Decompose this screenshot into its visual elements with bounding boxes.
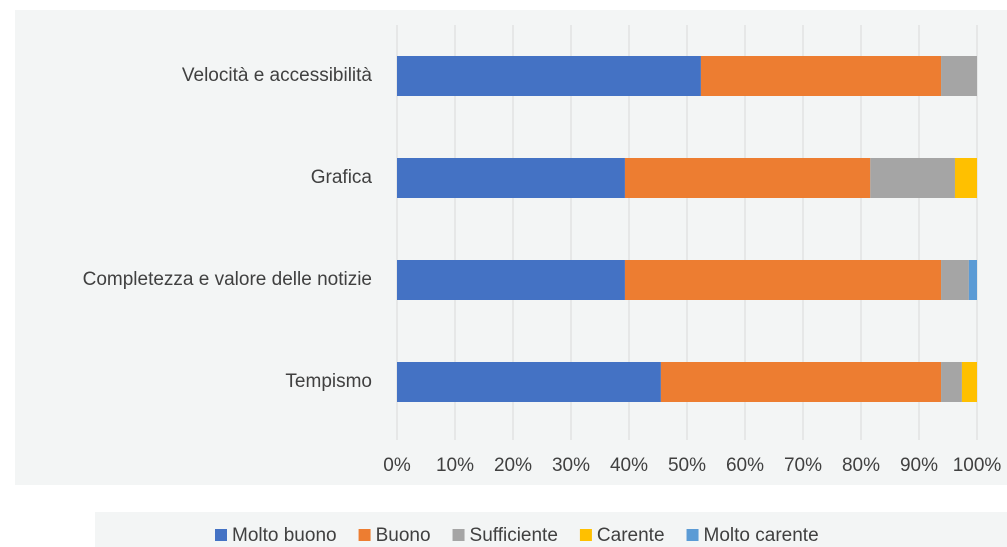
x-tick-label: 40% <box>610 455 648 476</box>
bar-segment <box>954 158 977 198</box>
x-tick-label: 10% <box>436 455 474 476</box>
bar-segment <box>397 260 625 300</box>
x-tick-label: 20% <box>494 455 532 476</box>
bar-segment <box>624 260 942 300</box>
legend-swatch <box>358 529 371 541</box>
bar-segment <box>941 362 962 402</box>
legend-label: Molto carente <box>704 525 819 546</box>
x-tick-label: 90% <box>900 455 938 476</box>
bar-segment <box>870 158 955 198</box>
legend-swatch <box>579 529 592 541</box>
x-tick-label: 30% <box>552 455 590 476</box>
legend-swatch <box>452 529 465 541</box>
x-tick-label: 0% <box>383 455 411 476</box>
bar-segment <box>624 158 871 198</box>
bar-segment <box>397 56 701 96</box>
legend-label: Carente <box>597 525 665 546</box>
bar-segment <box>968 260 977 300</box>
x-tick-label: 100% <box>953 455 1002 476</box>
y-tick-label: Grafica <box>311 167 373 188</box>
bar-segment <box>660 362 942 402</box>
legend-background <box>95 512 1007 547</box>
y-tick-label: Completezza e valore delle notizie <box>83 269 372 290</box>
y-tick-label: Velocità e accessibilità <box>182 65 373 86</box>
y-tick-label: Tempismo <box>285 371 372 392</box>
x-tick-label: 50% <box>668 455 706 476</box>
x-tick-label: 70% <box>784 455 822 476</box>
legend-label: Sufficiente <box>470 525 558 546</box>
x-tick-label: 80% <box>842 455 880 476</box>
legend-label: Molto buono <box>232 525 337 546</box>
legend-swatch <box>686 529 699 541</box>
bar-segment <box>941 56 977 96</box>
legend-label: Buono <box>376 525 431 546</box>
bar-segment <box>941 260 969 300</box>
bar-segment <box>397 362 661 402</box>
x-tick-label: 60% <box>726 455 764 476</box>
bar-segment <box>397 158 625 198</box>
bar-segment <box>700 56 942 96</box>
legend-swatch <box>215 529 227 541</box>
bar-segment <box>961 362 977 402</box>
